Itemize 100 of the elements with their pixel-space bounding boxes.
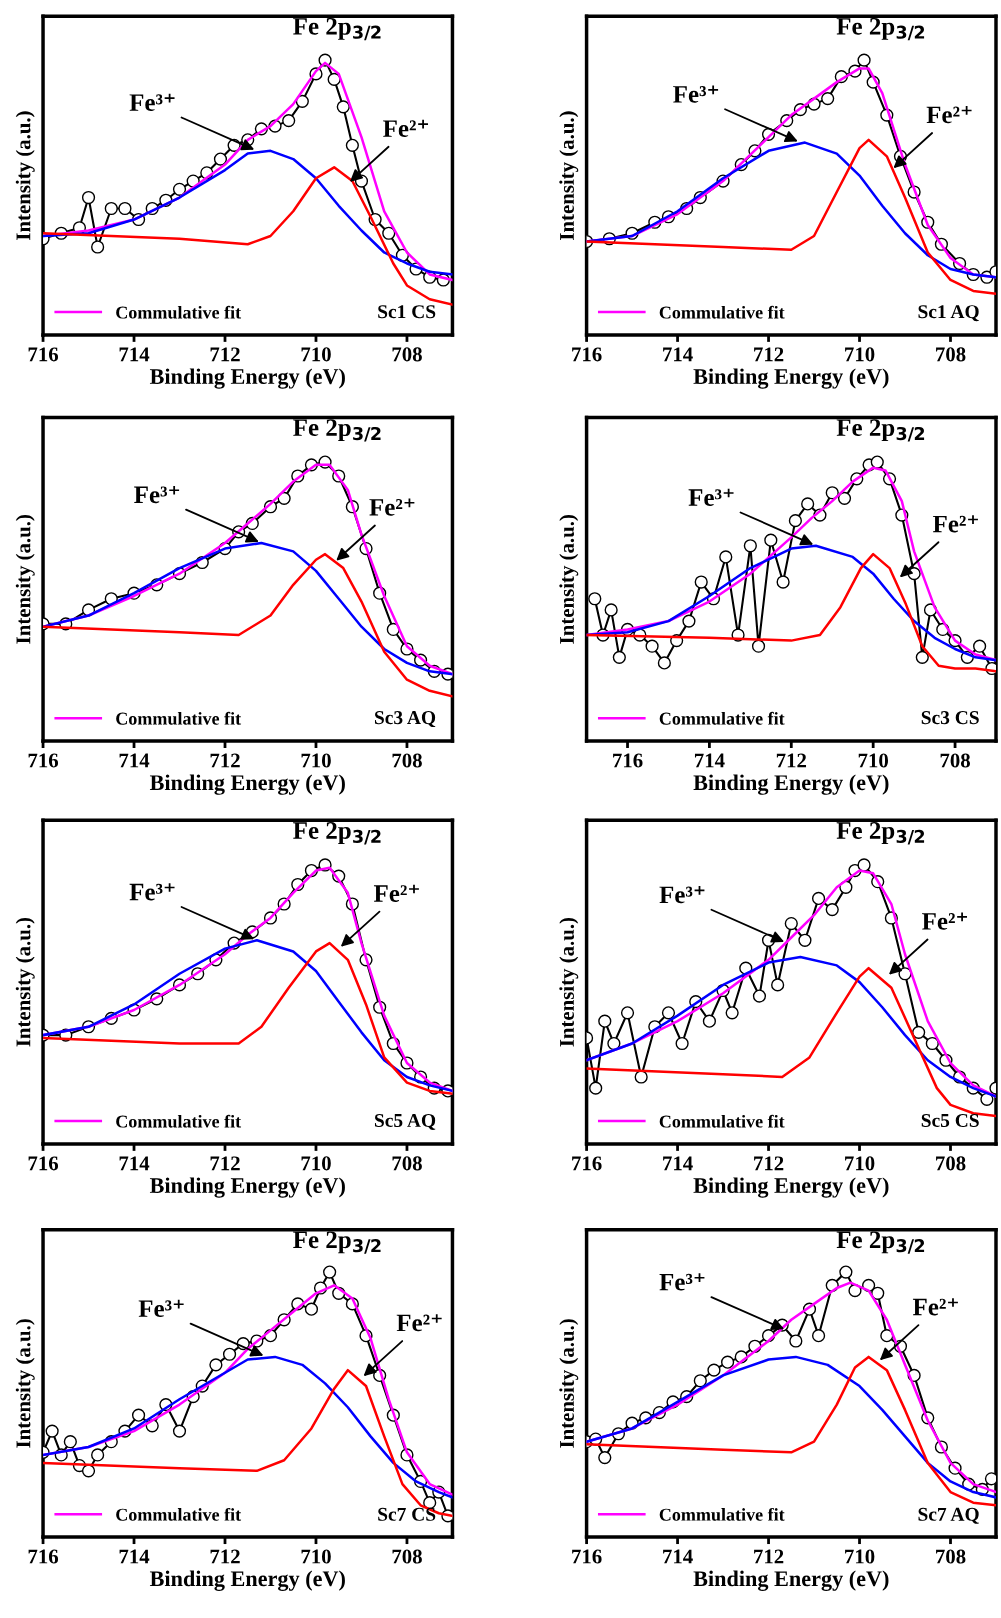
point bbox=[811, 891, 826, 906]
x-tick-label: 710 bbox=[845, 347, 875, 362]
annotation: Sc7 AQ bbox=[918, 1507, 979, 1524]
point bbox=[719, 550, 733, 564]
point bbox=[784, 916, 798, 931]
annotation: Sc1 AQ bbox=[918, 305, 979, 322]
point bbox=[172, 182, 187, 196]
point bbox=[81, 190, 96, 205]
annotation: Sc3 CS bbox=[921, 711, 979, 725]
x-tick-label: 712 bbox=[210, 1549, 240, 1564]
x-axis-title: Binding Energy (eV) bbox=[693, 774, 889, 795]
annotation: Fe³⁺ bbox=[659, 1273, 705, 1291]
point bbox=[657, 656, 671, 670]
x-tick-label: 710 bbox=[301, 347, 331, 362]
x-tick-label: 714 bbox=[119, 347, 150, 362]
y-axis-title: Intensity (a.u.) bbox=[15, 917, 35, 1047]
x-tick-label: 716 bbox=[28, 1156, 59, 1171]
legend-label: Commulative fit bbox=[659, 1114, 785, 1128]
point bbox=[172, 1424, 187, 1438]
point bbox=[675, 1036, 689, 1051]
annotation: Fe³⁺ bbox=[134, 485, 180, 504]
point bbox=[336, 100, 350, 114]
point bbox=[304, 1302, 319, 1316]
annotation: Fe³⁺ bbox=[659, 886, 705, 904]
y-axis-title: Intensity (a.u.) bbox=[559, 1319, 579, 1448]
point bbox=[634, 1070, 648, 1084]
legend-label: Commulative fit bbox=[116, 1507, 242, 1521]
point bbox=[382, 226, 396, 240]
x-tick-label: 712 bbox=[754, 1549, 784, 1564]
point bbox=[912, 1025, 926, 1039]
y-axis-title: Intensity (a.u.) bbox=[15, 515, 35, 644]
x-tick-label: 716 bbox=[613, 753, 643, 768]
point bbox=[789, 1334, 803, 1348]
point bbox=[295, 94, 309, 108]
point bbox=[825, 902, 839, 917]
point bbox=[898, 967, 912, 981]
x-tick-label: 714 bbox=[663, 1156, 693, 1171]
point bbox=[209, 1358, 223, 1372]
annotation: Fe²⁺ bbox=[396, 1314, 442, 1332]
x-tick-label: 714 bbox=[663, 347, 693, 362]
point bbox=[345, 138, 359, 152]
point bbox=[661, 1006, 676, 1020]
annotation: Fe²⁺ bbox=[373, 884, 419, 902]
y-axis-title: Intensity (a.u.) bbox=[15, 1319, 35, 1448]
x-tick-label: 708 bbox=[392, 1156, 422, 1171]
point bbox=[771, 978, 785, 992]
x-axis-title: Binding Energy (eV) bbox=[149, 774, 345, 795]
text: Fe 2p$_{3/2}$ bbox=[836, 822, 925, 845]
annotation: Sc7 CS bbox=[378, 1507, 436, 1521]
annotation: Fe³⁺ bbox=[688, 488, 734, 506]
x-axis-title: Binding Energy (eV) bbox=[693, 1570, 889, 1591]
x-tick-label: 714 bbox=[119, 1549, 150, 1564]
point bbox=[81, 1464, 96, 1478]
point bbox=[213, 152, 228, 166]
y-axis-title: Intensity (a.u.) bbox=[559, 515, 579, 644]
point bbox=[707, 1363, 721, 1377]
y-axis-title: Intensity (a.u.) bbox=[559, 917, 579, 1047]
point bbox=[880, 1329, 894, 1343]
text: Fe 2p$_{3/2}$ bbox=[836, 419, 925, 442]
text: Fe 2p$_{3/2}$ bbox=[293, 17, 381, 41]
x-tick-label: 714 bbox=[119, 1156, 150, 1171]
legend-label: Commulative fit bbox=[659, 305, 785, 319]
x-tick-label: 710 bbox=[301, 753, 331, 768]
point bbox=[588, 592, 602, 606]
point bbox=[612, 650, 626, 664]
x-tick-label: 710 bbox=[301, 1156, 331, 1171]
point bbox=[751, 639, 766, 653]
point bbox=[837, 491, 852, 505]
point bbox=[839, 1265, 853, 1279]
point bbox=[620, 1006, 635, 1020]
point bbox=[984, 1472, 996, 1486]
x-tick-label: 716 bbox=[28, 347, 59, 362]
x-tick-label: 710 bbox=[858, 753, 888, 768]
point bbox=[857, 858, 871, 872]
point bbox=[607, 1036, 621, 1051]
point bbox=[811, 1329, 826, 1343]
point bbox=[91, 240, 105, 254]
point bbox=[821, 92, 835, 106]
x-tick-label: 716 bbox=[28, 753, 59, 768]
x-tick-label: 708 bbox=[936, 1156, 966, 1171]
point bbox=[871, 1286, 885, 1300]
point bbox=[45, 1424, 59, 1438]
x-tick-label: 712 bbox=[210, 753, 240, 768]
x-tick-label: 708 bbox=[940, 753, 970, 768]
annotation: Fe²⁺ bbox=[932, 515, 978, 533]
point bbox=[645, 639, 659, 653]
point bbox=[721, 1355, 735, 1369]
legend-label: Commulative fit bbox=[659, 1507, 785, 1521]
point bbox=[801, 497, 815, 511]
annotation: Fe³⁺ bbox=[673, 85, 719, 103]
point bbox=[327, 72, 341, 86]
annotation: Fe²⁺ bbox=[369, 498, 415, 516]
x-tick-label: 714 bbox=[663, 1549, 693, 1564]
point bbox=[282, 113, 296, 128]
point bbox=[693, 1374, 707, 1388]
x-axis-title: Binding Energy (eV) bbox=[149, 1570, 345, 1591]
point bbox=[91, 1448, 105, 1462]
point bbox=[222, 1347, 237, 1361]
text: Fe 2p$_{3/2}$ bbox=[293, 1231, 381, 1254]
x-tick-label: 710 bbox=[845, 1156, 875, 1171]
